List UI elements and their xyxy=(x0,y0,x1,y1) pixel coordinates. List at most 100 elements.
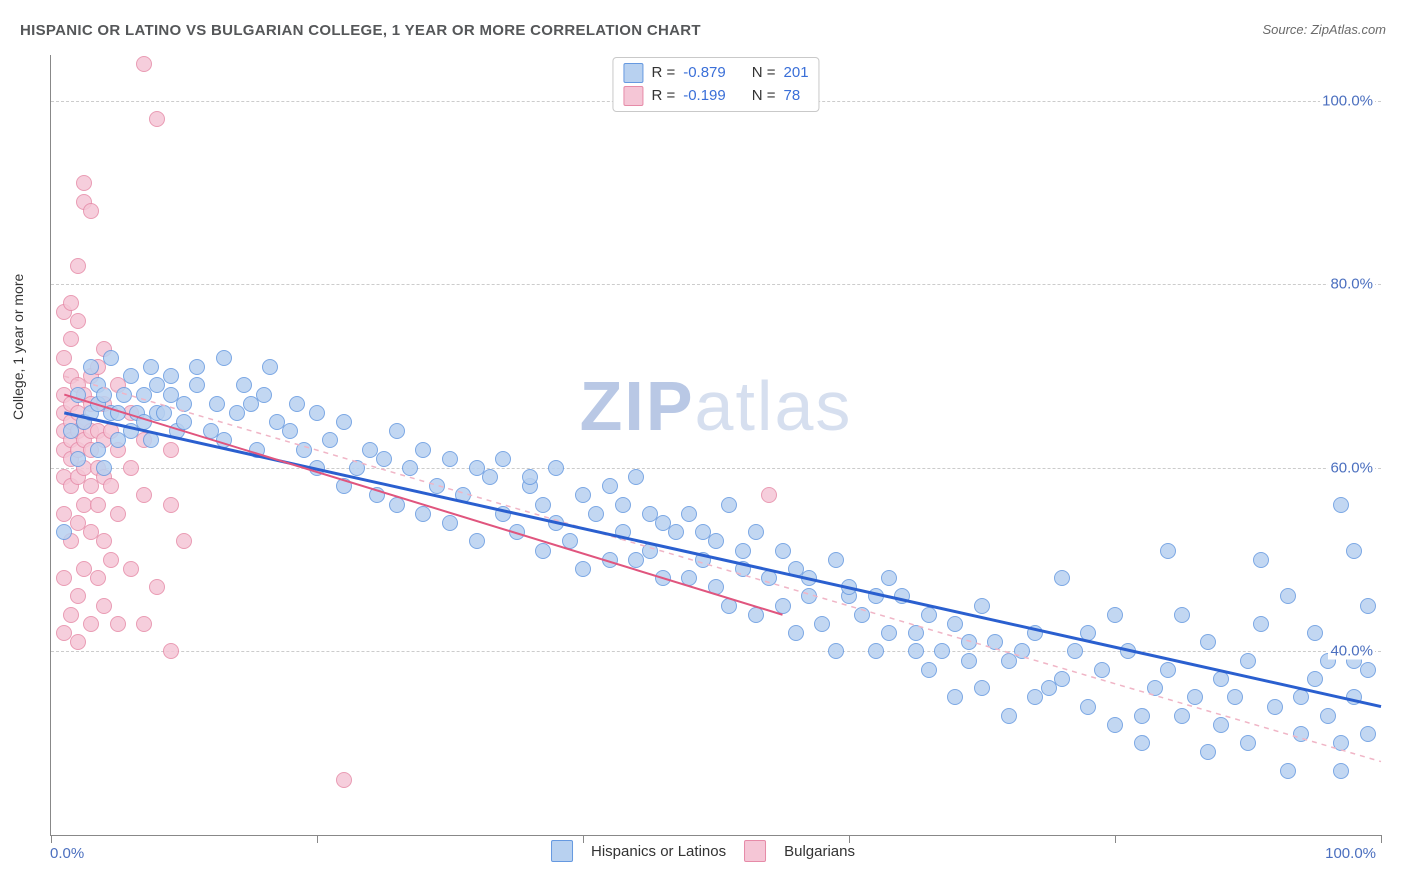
data-point xyxy=(495,451,511,467)
data-point xyxy=(854,607,870,623)
data-point xyxy=(156,405,172,421)
y-tick-label: 100.0% xyxy=(1320,92,1375,109)
gridline-h xyxy=(51,651,1381,652)
data-point xyxy=(748,607,764,623)
data-point xyxy=(110,616,126,632)
data-point xyxy=(336,414,352,430)
data-point xyxy=(947,616,963,632)
data-point xyxy=(136,487,152,503)
data-point xyxy=(681,506,697,522)
data-point xyxy=(103,478,119,494)
data-point xyxy=(136,616,152,632)
data-point xyxy=(695,552,711,568)
data-point xyxy=(881,625,897,641)
data-point xyxy=(469,533,485,549)
legend-bottom: Hispanics or Latinos Bulgarians xyxy=(551,840,855,862)
legend-top-row: R = -0.879 N = 201 xyxy=(623,62,808,85)
data-point xyxy=(336,772,352,788)
data-point xyxy=(149,579,165,595)
legend-pink-r: -0.199 xyxy=(683,85,726,108)
data-point xyxy=(1346,543,1362,559)
data-point xyxy=(1200,634,1216,650)
data-point xyxy=(96,387,112,403)
data-point xyxy=(163,643,179,659)
data-point xyxy=(56,570,72,586)
data-point xyxy=(1080,625,1096,641)
data-point xyxy=(708,579,724,595)
source-label: Source: ZipAtlas.com xyxy=(1262,22,1386,37)
data-point xyxy=(841,579,857,595)
data-point xyxy=(961,653,977,669)
data-point xyxy=(429,478,445,494)
data-point xyxy=(1293,726,1309,742)
legend-top-row: R = -0.199 N = 78 xyxy=(623,85,808,108)
data-point xyxy=(415,506,431,522)
swatch-blue-icon xyxy=(623,63,643,83)
data-point xyxy=(1080,699,1096,715)
data-point xyxy=(509,524,525,540)
data-point xyxy=(708,533,724,549)
data-point xyxy=(70,313,86,329)
data-point xyxy=(1320,708,1336,724)
data-point xyxy=(389,497,405,513)
data-point xyxy=(575,561,591,577)
data-point xyxy=(602,552,618,568)
data-point xyxy=(482,469,498,485)
swatch-blue-icon xyxy=(551,840,573,862)
data-point xyxy=(163,368,179,384)
legend-top: R = -0.879 N = 201 R = -0.199 N = 78 xyxy=(612,57,819,112)
data-point xyxy=(814,616,830,632)
legend-blue-n: 201 xyxy=(784,62,809,85)
x-tick xyxy=(1381,835,1382,843)
data-point xyxy=(123,368,139,384)
data-point xyxy=(90,570,106,586)
data-point xyxy=(1213,717,1229,733)
data-point xyxy=(1360,598,1376,614)
data-point xyxy=(296,442,312,458)
plot-area: ZIPatlas R = -0.879 N = 201 R = -0.199 N… xyxy=(50,55,1381,836)
data-point xyxy=(442,515,458,531)
x-axis-label-left: 0.0% xyxy=(50,845,84,862)
data-point xyxy=(1307,671,1323,687)
data-point xyxy=(668,524,684,540)
data-point xyxy=(1253,552,1269,568)
data-point xyxy=(236,377,252,393)
x-tick xyxy=(1115,835,1116,843)
legend-bottom-pink: Bulgarians xyxy=(784,843,855,860)
data-point xyxy=(110,506,126,522)
trend-line xyxy=(64,413,1381,707)
data-point xyxy=(176,396,192,412)
data-point xyxy=(376,451,392,467)
data-point xyxy=(908,643,924,659)
data-point xyxy=(1213,671,1229,687)
data-point xyxy=(349,460,365,476)
data-point xyxy=(63,331,79,347)
data-point xyxy=(83,203,99,219)
data-point xyxy=(1160,662,1176,678)
data-point xyxy=(868,643,884,659)
data-point xyxy=(116,387,132,403)
data-point xyxy=(282,423,298,439)
data-point xyxy=(249,442,265,458)
data-point xyxy=(1360,662,1376,678)
data-point xyxy=(1054,570,1070,586)
watermark: ZIPatlas xyxy=(580,366,853,446)
data-point xyxy=(961,634,977,650)
data-point xyxy=(1333,763,1349,779)
data-point xyxy=(309,460,325,476)
data-point xyxy=(442,451,458,467)
data-point xyxy=(176,533,192,549)
data-point xyxy=(562,533,578,549)
data-point xyxy=(628,469,644,485)
data-point xyxy=(1001,708,1017,724)
data-point xyxy=(1227,689,1243,705)
legend-blue-r: -0.879 xyxy=(683,62,726,85)
data-point xyxy=(575,487,591,503)
x-axis-label-right: 100.0% xyxy=(1325,845,1376,862)
gridline-h xyxy=(51,284,1381,285)
data-point xyxy=(262,359,278,375)
data-point xyxy=(1134,708,1150,724)
chart-container: HISPANIC OR LATINO VS BULGARIAN COLLEGE,… xyxy=(0,0,1406,892)
data-point xyxy=(63,607,79,623)
swatch-pink-icon xyxy=(623,86,643,106)
